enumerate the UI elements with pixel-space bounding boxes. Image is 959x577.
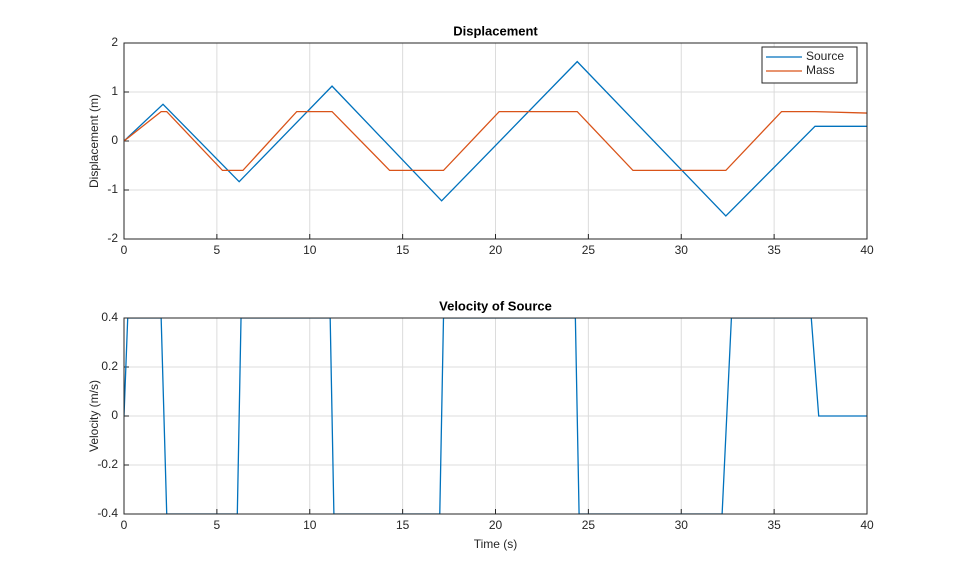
- y-tick-label: 0: [111, 133, 118, 147]
- x-tick-label: 10: [303, 518, 317, 532]
- x-tick-label: 20: [489, 518, 503, 532]
- x-tick-label: 35: [767, 243, 781, 257]
- y-tick-label: 0.4: [101, 310, 118, 324]
- y-axis-label: Velocity (m/s): [87, 380, 101, 452]
- x-tick-label: 20: [489, 243, 503, 257]
- y-tick-label: 0: [111, 408, 118, 422]
- x-axis-label: Time (s): [474, 537, 518, 551]
- legend-label: Mass: [806, 63, 835, 77]
- y-tick-label: 0.2: [101, 359, 118, 373]
- legend-label: Source: [806, 49, 844, 63]
- x-tick-label: 25: [582, 243, 596, 257]
- chart-title: Displacement: [453, 23, 538, 38]
- x-tick-label: 15: [396, 243, 410, 257]
- axes: 0 5 10 15 20 25 30 35 40 -0.4 -0.2 0 0.2 0.4 Velocity …: [87, 298, 874, 551]
- y-tick-label: -1: [107, 182, 118, 196]
- axes-box: [123, 42, 868, 240]
- axes-box: [123, 317, 868, 515]
- x-tick-label: 10: [303, 243, 317, 257]
- legend-box: [761, 46, 858, 84]
- data-line: [124, 318, 867, 514]
- x-tick-label: 25: [582, 518, 596, 532]
- x-tick-label: 5: [214, 243, 221, 257]
- chart-title: Velocity of Source: [439, 298, 552, 313]
- y-tick-label: 2: [111, 35, 118, 49]
- y-tick-label: -0.2: [97, 457, 118, 471]
- data-line: [124, 110, 867, 172]
- x-tick-label: 15: [396, 518, 410, 532]
- y-tick-label: 1: [111, 84, 118, 98]
- x-tick-label: 0: [121, 243, 128, 257]
- x-tick-label: 30: [675, 243, 689, 257]
- x-tick-label: 40: [860, 243, 874, 257]
- x-tick-label: 0: [121, 518, 128, 532]
- axes: 0 5 10 15 20 25 30 35 40 -2 -1 0 1 2 Displacement Displ…: [87, 23, 874, 257]
- x-tick-label: 35: [767, 518, 781, 532]
- y-axis-label: Displacement (m): [87, 94, 101, 188]
- x-tick-label: 40: [860, 518, 874, 532]
- y-tick-label: -2: [107, 231, 118, 245]
- x-tick-label: 5: [214, 518, 221, 532]
- x-tick-label: 30: [675, 518, 689, 532]
- y-tick-label: -0.4: [97, 506, 118, 520]
- data-line: [124, 60, 867, 217]
